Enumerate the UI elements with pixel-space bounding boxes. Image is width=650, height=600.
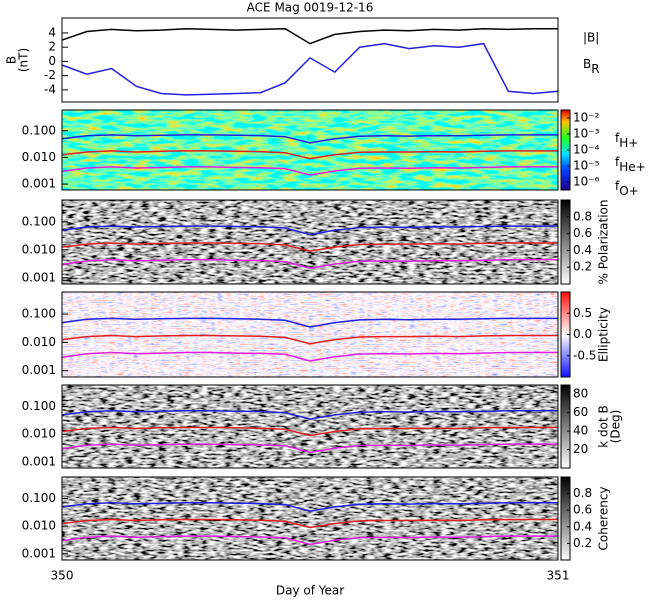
colorbar-tick-label: 0.2 <box>573 260 592 274</box>
y-tick-label: 0.100 <box>22 307 56 321</box>
colorbar-tick-label: 40 <box>573 424 588 438</box>
y-tick-label: 0.010 <box>22 150 56 164</box>
colorbar-tick-label: 80 <box>573 387 588 401</box>
plot-frame <box>61 199 559 285</box>
colorbar-tick-label: 0.2 <box>573 536 592 550</box>
colorbar <box>560 476 571 561</box>
y-axis-label: B <box>5 56 19 64</box>
chart-title: ACE Mag 0019-12-16 <box>247 1 374 15</box>
series-line <box>61 443 558 454</box>
y-tick-label: -2 <box>44 68 56 82</box>
series-line <box>61 334 558 345</box>
series-line <box>61 242 558 252</box>
colorbar-tick-label: 0.4 <box>573 243 592 257</box>
series-line <box>61 518 558 529</box>
colorbar-tick-label: -0.5 <box>573 348 596 362</box>
legend-entry: fO+ <box>615 179 639 198</box>
series-line <box>61 150 558 160</box>
series-line <box>61 259 558 269</box>
y-tick-label: 0.001 <box>22 546 56 560</box>
y-tick-label: 0.001 <box>22 177 56 191</box>
y-tick-label: 0.010 <box>22 427 56 441</box>
series-line <box>61 351 558 362</box>
series-line <box>61 426 558 437</box>
spectrogram <box>62 200 558 284</box>
x-tick-label: 350 <box>51 569 74 583</box>
series-line <box>61 42 559 96</box>
legend-entry: |B| <box>583 31 599 45</box>
colorbar-tick-label: 10⁻² <box>573 111 600 125</box>
series-line <box>61 535 558 546</box>
y-tick-label: 0.010 <box>22 335 56 349</box>
colorbar-tick-label: 10⁻⁴ <box>573 143 600 157</box>
colorbar <box>560 199 571 285</box>
colorbar-label: Ellipticity <box>597 307 611 362</box>
spectrogram <box>62 385 558 468</box>
colorbar-label: % Polarization <box>597 200 611 285</box>
colorbar-tick-label: 0.6 <box>573 503 592 517</box>
colorbar-tick-label: 0.6 <box>573 226 592 240</box>
series-line <box>61 502 558 512</box>
legend-entry: fHe+ <box>615 155 646 174</box>
series-line <box>61 166 558 176</box>
series-line <box>61 410 558 420</box>
colorbar-label: Coherency <box>597 486 611 550</box>
y-tick-label: -4 <box>44 82 56 96</box>
y-tick-label: 0.001 <box>22 270 56 284</box>
y-tick-label: 0.100 <box>22 491 56 505</box>
colorbar-tick-label: 10⁻³ <box>573 127 600 141</box>
colorbar-tick-label: 0.5 <box>573 306 592 320</box>
colorbar-tick-label: 10⁻⁵ <box>573 159 600 173</box>
legend-entry: BR <box>583 57 600 76</box>
spectrogram <box>62 110 558 190</box>
y-tick-label: 0.100 <box>22 214 56 228</box>
y-tick-label: 0.100 <box>22 123 56 137</box>
colorbar <box>560 384 571 469</box>
plot-frame <box>61 384 559 469</box>
plot-frame <box>61 109 559 191</box>
series-line <box>61 317 558 328</box>
x-tick-label: 351 <box>547 569 570 583</box>
y-axis-label: (nT) <box>17 48 31 72</box>
colorbar-label: k dot B <box>597 405 611 447</box>
y-tick-label: 0.010 <box>22 519 56 533</box>
spectrogram <box>62 477 558 560</box>
plot-frame <box>61 17 559 103</box>
y-tick-label: 0.001 <box>22 454 56 468</box>
colorbar-tick-label: 20 <box>573 442 588 456</box>
y-tick-label: 4 <box>48 25 56 39</box>
y-tick-label: 0.100 <box>22 399 56 413</box>
y-tick-label: 0 <box>48 54 56 68</box>
series-line <box>61 134 558 144</box>
x-axis-label: Day of Year <box>276 584 344 598</box>
y-tick-label: 0.010 <box>22 242 56 256</box>
colorbar-tick-label: 0.8 <box>573 209 592 223</box>
colorbar-tick-label: 0.0 <box>573 327 592 341</box>
y-tick-label: 0.001 <box>22 363 56 377</box>
plot-frame <box>61 476 559 561</box>
colorbar-tick-label: 60 <box>573 405 588 419</box>
series-line <box>61 27 558 45</box>
colorbar-tick-label: 10⁻⁶ <box>573 175 600 189</box>
colorbar-label: (Deg) <box>609 410 623 444</box>
colorbar-tick-label: 0.8 <box>573 486 592 500</box>
series-line <box>61 225 558 236</box>
y-tick-label: 2 <box>48 40 56 54</box>
legend-entry: fH+ <box>615 131 638 150</box>
spectrogram <box>62 292 558 377</box>
plot-frame <box>61 291 559 378</box>
colorbar-tick-label: 0.4 <box>573 519 592 533</box>
